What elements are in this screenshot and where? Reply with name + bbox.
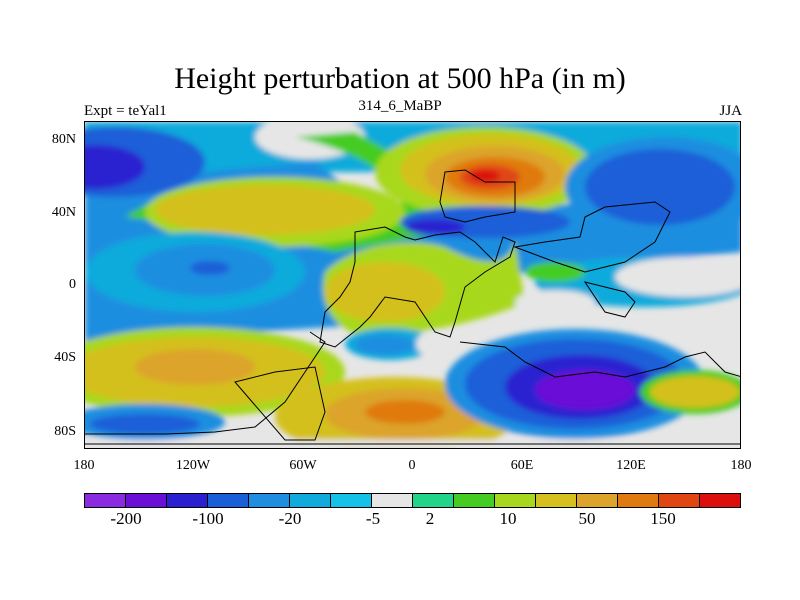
contour-field [85, 122, 740, 448]
colorbar-box-8 [413, 494, 454, 507]
coastlines [85, 169, 740, 445]
lat-tick-40n: 40N [51, 205, 76, 220]
colorbar-label-neg20: -20 [278, 509, 302, 528]
lat-tick-80n: 80N [51, 132, 76, 147]
colorbar-box-0 [85, 494, 126, 507]
colorbar-label-50: 50 [578, 509, 596, 528]
colorbar-box-10 [495, 494, 536, 507]
lon-tick-60w: 60W [289, 458, 317, 473]
colorbar-box-5 [290, 494, 331, 507]
colorbar [84, 493, 741, 508]
lat-tick-0: 0 [69, 277, 76, 292]
lat-tick-40s: 40S [54, 350, 76, 365]
experiment-label: Expt = teYal1 [84, 103, 167, 119]
colorbar-box-6 [331, 494, 372, 507]
colorbar-label-2: 2 [425, 509, 435, 528]
colorbar-box-9 [454, 494, 495, 507]
lon-tick-120w: 120W [175, 458, 211, 473]
colorbar-box-2 [167, 494, 208, 507]
colorbar-box-11 [536, 494, 577, 507]
colorbar-box-15 [700, 494, 740, 507]
colorbar-box-4 [249, 494, 290, 507]
colorbar-box-1 [126, 494, 167, 507]
colorbar-label-150: 150 [650, 509, 676, 528]
season-label: JJA [719, 103, 742, 119]
colorbar-box-3 [208, 494, 249, 507]
lon-tick-0: 0 [408, 458, 416, 473]
colorbar-label-neg200: -200 [110, 509, 142, 528]
map-title: Height perturbation at 500 hPa (in m) [174, 62, 626, 95]
colorbar-label-neg100: -100 [192, 509, 224, 528]
lon-tick-180e: 180 [730, 458, 752, 473]
lon-tick-180w: 180 [73, 458, 95, 473]
map-panel [84, 121, 741, 449]
lon-tick-60e: 60E [510, 458, 534, 473]
case-label: 314_6_MaBP [358, 98, 442, 114]
lat-tick-80s: 80S [54, 424, 76, 439]
lon-tick-120e: 120E [616, 458, 646, 473]
colorbar-label-10: 10 [499, 509, 517, 528]
colorbar-box-13 [618, 494, 659, 507]
colorbar-box-7 [372, 494, 413, 507]
colorbar-box-12 [577, 494, 618, 507]
colorbar-label-neg5: -5 [365, 509, 381, 528]
colorbar-box-14 [659, 494, 700, 507]
